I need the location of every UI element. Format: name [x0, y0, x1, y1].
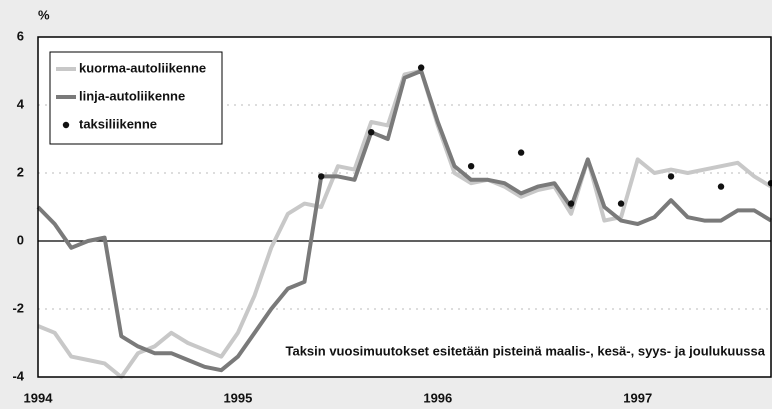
data-point — [717, 183, 725, 190]
annotation: Taksin vuosimuutokset esitetään pisteinä… — [286, 343, 766, 358]
y-tick-label: 0 — [17, 232, 24, 247]
y-tick-label: 6 — [17, 28, 24, 43]
series-line — [37, 69, 772, 379]
y-axis-label: % — [38, 7, 50, 22]
data-point — [467, 163, 475, 170]
legend-box — [49, 51, 223, 145]
legend-label: kuorma-autoliikenne — [79, 60, 206, 75]
data-point — [617, 200, 625, 207]
x-tick-label: 1996 — [423, 390, 452, 405]
legend-label: linja-autoliikenne — [79, 88, 185, 103]
legend: kuorma-autoliikenne linja-autoliikenne tak… — [49, 51, 223, 145]
legend-marker — [62, 121, 70, 129]
y-tick-label: -4 — [12, 368, 24, 383]
data-point — [318, 173, 325, 180]
y-tick-label: 4 — [17, 96, 25, 111]
x-tick-label: 1994 — [24, 390, 54, 405]
series-line — [36, 69, 772, 373]
y-tick-label: -2 — [12, 300, 24, 315]
y-tick-label: 2 — [17, 164, 24, 179]
plot-frame — [37, 36, 772, 378]
x-tick-label: 1995 — [223, 390, 252, 405]
data-point — [417, 64, 425, 71]
x-tick-label: 1997 — [623, 390, 652, 405]
data-point — [567, 200, 575, 207]
data-point — [517, 149, 525, 156]
data-point — [367, 129, 375, 136]
legend-label: taksiliikenne — [79, 116, 157, 131]
data-point — [667, 173, 675, 180]
